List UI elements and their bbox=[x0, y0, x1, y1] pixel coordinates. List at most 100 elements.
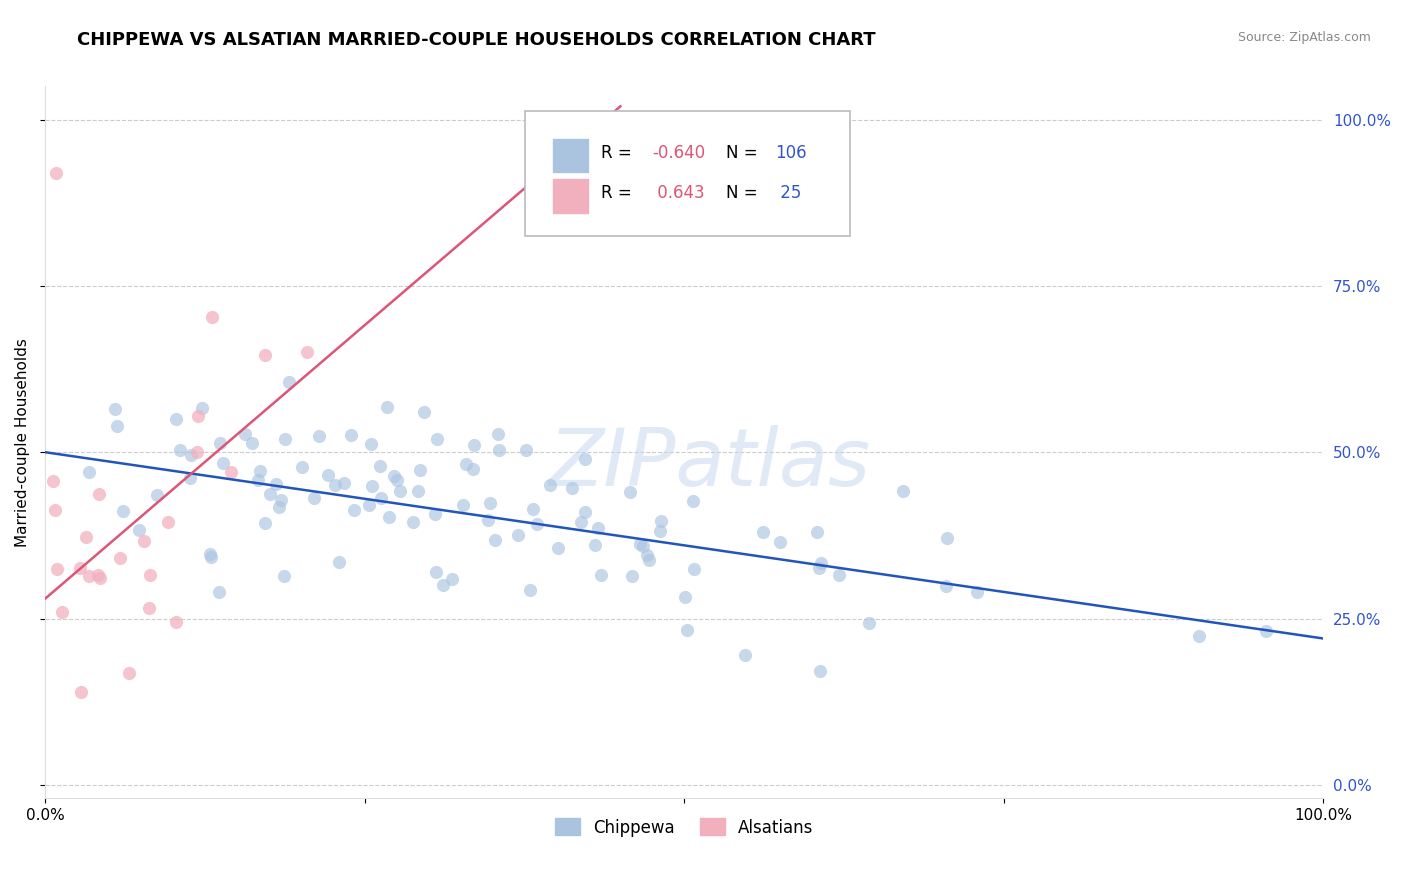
Point bbox=[560, 481, 582, 495]
Point bbox=[278, 375, 301, 389]
Point bbox=[682, 494, 704, 508]
Text: R =: R = bbox=[602, 144, 637, 161]
Point bbox=[269, 500, 291, 514]
Point bbox=[409, 463, 432, 477]
Point bbox=[638, 553, 661, 567]
Point bbox=[165, 615, 187, 629]
Point bbox=[526, 517, 548, 532]
Point bbox=[180, 448, 202, 462]
Point bbox=[484, 533, 506, 548]
Point bbox=[569, 516, 592, 530]
Point bbox=[378, 510, 401, 524]
Point bbox=[233, 426, 256, 441]
Point bbox=[165, 412, 187, 426]
Text: 0.643: 0.643 bbox=[652, 184, 704, 202]
Point bbox=[591, 568, 613, 582]
Point bbox=[574, 452, 596, 467]
Point bbox=[274, 432, 297, 446]
Point bbox=[488, 442, 510, 457]
Point bbox=[752, 524, 775, 539]
Y-axis label: Married-couple Households: Married-couple Households bbox=[15, 338, 30, 547]
Point bbox=[77, 568, 100, 582]
Point bbox=[75, 530, 97, 544]
Point bbox=[676, 623, 699, 637]
Point bbox=[146, 487, 169, 501]
Point bbox=[588, 520, 610, 534]
Point bbox=[387, 473, 409, 487]
Point bbox=[156, 515, 179, 529]
Point bbox=[44, 166, 66, 180]
Point bbox=[108, 551, 131, 566]
Point bbox=[332, 475, 354, 490]
Point bbox=[138, 601, 160, 615]
Point bbox=[406, 483, 429, 498]
Point bbox=[683, 562, 706, 576]
Point bbox=[297, 344, 319, 359]
Point bbox=[382, 469, 405, 483]
Point bbox=[413, 405, 436, 419]
Point bbox=[619, 484, 641, 499]
Point bbox=[858, 616, 880, 631]
Text: Source: ZipAtlas.com: Source: ZipAtlas.com bbox=[1237, 31, 1371, 45]
Point bbox=[1256, 624, 1278, 638]
Point bbox=[425, 507, 447, 521]
Point bbox=[486, 426, 509, 441]
Point bbox=[77, 465, 100, 479]
Point bbox=[637, 548, 659, 562]
Point bbox=[891, 483, 914, 498]
Text: 25: 25 bbox=[775, 184, 801, 202]
Point bbox=[361, 479, 384, 493]
Point bbox=[328, 555, 350, 569]
Point bbox=[769, 535, 792, 549]
Point bbox=[208, 584, 231, 599]
Point bbox=[201, 310, 224, 325]
Point bbox=[574, 505, 596, 519]
Text: ZIPatlas: ZIPatlas bbox=[548, 425, 870, 502]
Point bbox=[42, 474, 65, 488]
Point bbox=[179, 471, 201, 485]
Point bbox=[112, 504, 135, 518]
Point bbox=[650, 514, 672, 528]
FancyBboxPatch shape bbox=[524, 112, 851, 235]
Point bbox=[650, 524, 672, 538]
Point bbox=[461, 462, 484, 476]
Point bbox=[69, 560, 91, 574]
Point bbox=[246, 473, 269, 487]
Point bbox=[132, 534, 155, 549]
Point bbox=[198, 547, 221, 561]
Point bbox=[186, 445, 208, 459]
Point bbox=[343, 503, 366, 517]
Point bbox=[519, 582, 541, 597]
Bar bbox=[553, 179, 589, 212]
Point bbox=[432, 577, 454, 591]
Point bbox=[46, 562, 69, 576]
Point bbox=[828, 568, 851, 582]
Point bbox=[538, 478, 561, 492]
Point bbox=[200, 549, 222, 564]
Point bbox=[673, 590, 696, 604]
Point bbox=[477, 513, 499, 527]
Point bbox=[806, 525, 828, 540]
Point bbox=[104, 401, 127, 416]
Point bbox=[808, 561, 831, 575]
Point bbox=[547, 541, 569, 555]
Point bbox=[44, 503, 66, 517]
Point bbox=[370, 491, 392, 506]
Point bbox=[240, 435, 263, 450]
Point bbox=[264, 476, 287, 491]
Point bbox=[734, 648, 756, 663]
Text: N =: N = bbox=[727, 144, 763, 161]
Point bbox=[118, 666, 141, 681]
Point bbox=[810, 556, 832, 570]
Point bbox=[621, 568, 644, 582]
Point bbox=[454, 457, 477, 471]
Point bbox=[1188, 629, 1211, 643]
Point bbox=[631, 539, 654, 553]
Point bbox=[966, 585, 988, 599]
Text: N =: N = bbox=[727, 184, 763, 202]
Point bbox=[219, 465, 242, 479]
Point bbox=[270, 493, 292, 508]
Point bbox=[89, 487, 111, 501]
Text: 106: 106 bbox=[775, 144, 807, 161]
Point bbox=[323, 478, 346, 492]
